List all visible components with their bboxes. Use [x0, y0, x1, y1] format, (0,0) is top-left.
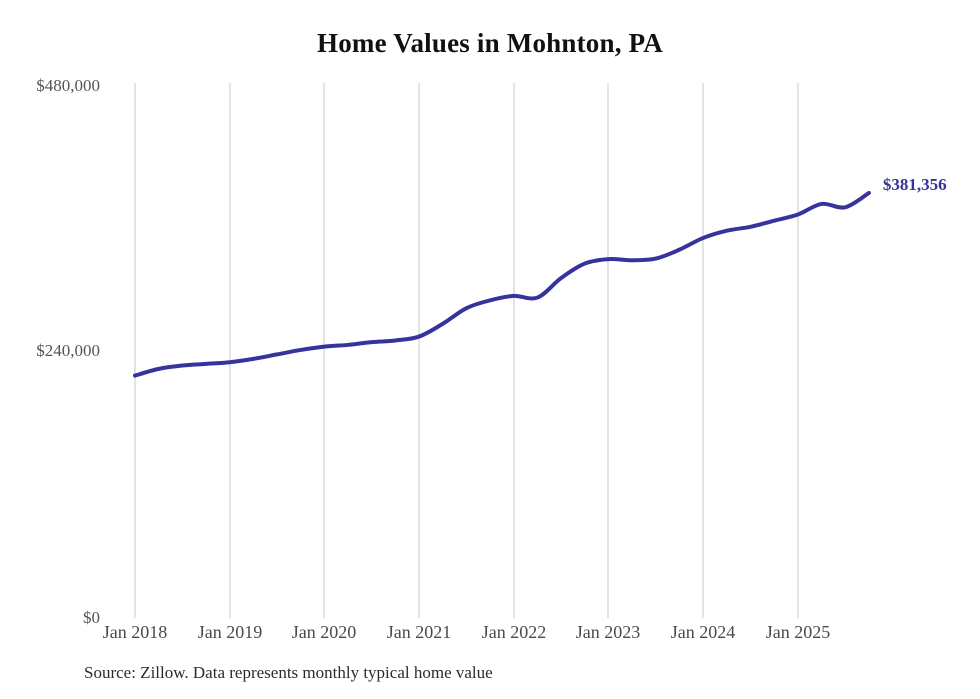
y-axis-tick-0: $0 — [83, 608, 100, 627]
source-note: Source: Zillow. Data represents monthly … — [84, 663, 493, 682]
series-line-typical-home-value — [133, 190, 871, 378]
x-axis-tick-jan-2024: Jan 2024 — [670, 622, 736, 642]
page-title: Home Values in Mohnton, PA — [317, 28, 663, 58]
x-axis-tick-jan-2019: Jan 2019 — [197, 622, 263, 642]
gridlines-vertical — [134, 83, 799, 618]
x-axis-tick-jan-2020: Jan 2020 — [291, 622, 357, 642]
end-value-annotation: $381,356 — [882, 174, 947, 194]
x-axis-tick-jan-2021: Jan 2021 — [386, 622, 452, 642]
x-axis-tick-jan-2018: Jan 2018 — [102, 622, 168, 642]
y-axis-tick-480000: $480,000 — [36, 76, 100, 95]
x-axis-tick-jan-2025: Jan 2025 — [765, 622, 831, 642]
y-axis-tick-240000: $240,000 — [36, 341, 100, 360]
x-axis-tick-jan-2022: Jan 2022 — [481, 622, 547, 642]
x-axis-tick-jan-2023: Jan 2023 — [575, 622, 641, 642]
